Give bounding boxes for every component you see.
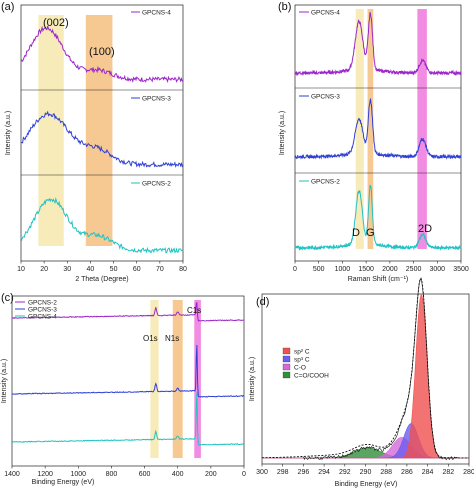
annotation-o1s: O1s bbox=[143, 334, 158, 343]
legend-label: sp³ C bbox=[294, 356, 310, 363]
x-tick-label: 0 bbox=[242, 471, 246, 478]
x-tick-label: 2000 bbox=[382, 266, 398, 273]
panel-c-label: (c) bbox=[1, 292, 14, 304]
annotation-g: G bbox=[366, 227, 375, 239]
highlight-band bbox=[417, 9, 427, 249]
legend-label: GPCNS-3 bbox=[142, 95, 171, 102]
legend-label: GPCNS-2 bbox=[28, 299, 57, 306]
highlight-band bbox=[150, 300, 159, 458]
x-tick-label: 500 bbox=[313, 266, 325, 273]
legend-label: C=O/COOH bbox=[294, 372, 329, 379]
x-tick-label: 288 bbox=[380, 469, 392, 476]
legend-swatch bbox=[282, 371, 291, 379]
x-tick-label: 70 bbox=[156, 266, 164, 273]
x-tick-label: 1200 bbox=[37, 471, 53, 478]
x-tick-label: 10 bbox=[17, 266, 25, 273]
legend-swatch bbox=[282, 355, 291, 363]
highlight-band bbox=[367, 9, 374, 249]
x-tick-label: 800 bbox=[106, 471, 118, 478]
legend-label: GPCNS-4 bbox=[311, 9, 340, 16]
legend-label: GPCNS-2 bbox=[142, 180, 171, 187]
panel-b-label: (b) bbox=[278, 1, 291, 13]
series-line-gpcns-4 bbox=[294, 11, 462, 77]
x-tick-label: 1400 bbox=[4, 471, 20, 478]
raw-spectrum-line bbox=[303, 278, 458, 461]
panel-c-frame bbox=[11, 295, 245, 467]
x-tick-label: 1500 bbox=[358, 266, 374, 273]
x-tick-label: 600 bbox=[139, 471, 151, 478]
annotation-100: (100) bbox=[89, 46, 115, 58]
highlight-band bbox=[38, 15, 64, 246]
x-tick-label: 284 bbox=[422, 469, 434, 476]
x-tick-label: 20 bbox=[40, 266, 48, 273]
legend-swatch bbox=[282, 347, 291, 355]
panel-a-xlabel: 2 Theta (Degree) bbox=[75, 276, 128, 283]
series-line-gpcns-4 bbox=[11, 392, 245, 446]
x-tick-label: 2500 bbox=[406, 266, 422, 273]
series-line-gpcns-2 bbox=[294, 184, 462, 251]
x-tick-label: 3000 bbox=[429, 266, 445, 273]
panel-a-label: (a) bbox=[1, 1, 14, 13]
x-tick-label: 292 bbox=[339, 469, 351, 476]
panel-d-label: (d) bbox=[256, 296, 269, 308]
x-tick-label: 296 bbox=[298, 469, 310, 476]
panel-b-frame bbox=[294, 4, 462, 262]
x-tick-label: 300 bbox=[256, 469, 268, 476]
legend-label: GPCNS-3 bbox=[311, 93, 340, 100]
panel-a-ylabel: Intensity (a.u.) bbox=[5, 111, 12, 155]
x-tick-label: 200 bbox=[205, 471, 217, 478]
x-tick-label: 0 bbox=[293, 266, 297, 273]
panel-c-xlabel: Binding Energy (eV) bbox=[32, 479, 95, 486]
panel-b-xlabel: Raman Shift (cm⁻¹) bbox=[348, 276, 408, 283]
panel-c-ylabel: Intensity (a.u.) bbox=[1, 359, 8, 403]
panel-d-xlabel: Binding Energy (eV) bbox=[335, 481, 398, 488]
series-line-gpcns-3 bbox=[294, 97, 462, 160]
x-tick-label: 282 bbox=[442, 469, 454, 476]
panel-b-ylabel: Intensity (a.u.) bbox=[279, 111, 286, 155]
x-tick-label: 3500 bbox=[453, 266, 469, 273]
highlight-band bbox=[355, 9, 364, 249]
x-tick-label: 1000 bbox=[70, 471, 86, 478]
x-tick-label: 286 bbox=[401, 469, 413, 476]
x-tick-label: 1000 bbox=[335, 266, 351, 273]
panel-a-frame bbox=[20, 4, 184, 262]
legend-label: C-O bbox=[294, 364, 306, 371]
legend-label: GPCNS-4 bbox=[142, 9, 171, 16]
x-tick-label: 400 bbox=[172, 471, 184, 478]
legend-label: GPCNS-3 bbox=[28, 306, 57, 313]
x-tick-label: 30 bbox=[63, 266, 71, 273]
legend-swatch bbox=[282, 363, 291, 371]
series-line-gpcns-3 bbox=[11, 344, 245, 398]
x-tick-label: 60 bbox=[133, 266, 141, 273]
annotation-n1s: N1s bbox=[165, 334, 179, 343]
annotation-2d: 2D bbox=[418, 223, 432, 235]
legend-label: GPCNS-2 bbox=[311, 178, 340, 185]
x-tick-label: 298 bbox=[277, 469, 289, 476]
annotation-002: (002) bbox=[43, 17, 69, 29]
legend-label: GPCNS-4 bbox=[28, 313, 57, 320]
x-tick-label: 294 bbox=[318, 469, 330, 476]
series-line-gpcns-4 bbox=[20, 25, 184, 83]
highlight-band bbox=[85, 15, 113, 246]
x-tick-label: 40 bbox=[87, 266, 95, 273]
x-tick-label: 290 bbox=[360, 469, 372, 476]
x-tick-label: 50 bbox=[110, 266, 118, 273]
series-line-gpcns-3 bbox=[21, 110, 184, 168]
annotation-c1s: C1s bbox=[187, 306, 201, 315]
series-line-gpcns-2 bbox=[20, 197, 184, 254]
annotation-d: D bbox=[352, 227, 360, 239]
x-tick-label: 280 bbox=[463, 469, 474, 476]
series-line-gpcns-2 bbox=[11, 301, 245, 322]
x-tick-label: 80 bbox=[179, 266, 187, 273]
panel-b: (b) GPCNS-4 GPCNS-3 GPCNS-2 D G 2D 0 500 100… bbox=[278, 1, 469, 283]
highlight-band bbox=[172, 300, 183, 458]
legend-label: sp² C bbox=[294, 348, 310, 355]
panel-d-ylabel: Intensity (a.u.) bbox=[249, 357, 256, 401]
panel-a: (a) GPCNS-4 GPCNS-3 GPCNS-2 (002) (100) 10… bbox=[1, 1, 187, 283]
